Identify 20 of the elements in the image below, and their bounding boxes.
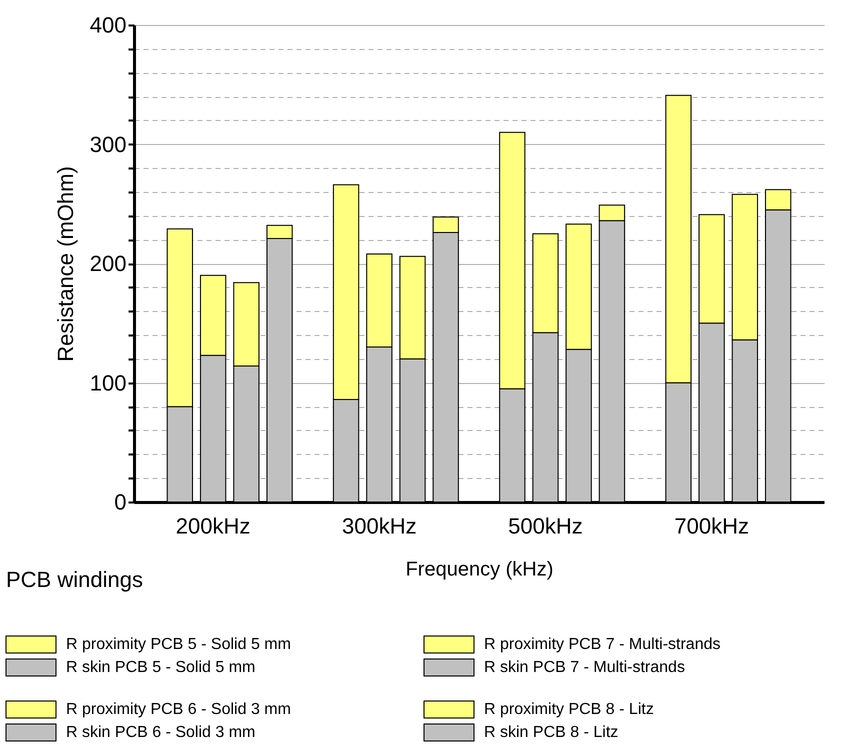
legend-label: R skin PCB 7 - Multi-strands — [484, 659, 685, 676]
y-axis-title: Resistance (mOhm) — [52, 166, 78, 362]
y-tick-label: 400 — [90, 12, 126, 38]
x-tick-label: 200kHz — [176, 514, 250, 538]
x-tick-label: 300kHz — [342, 514, 417, 538]
legend-label: R skin PCB 6 - Solid 3 mm — [66, 724, 256, 741]
legend-label: R skin PCB 5 - Solid 5 mm — [66, 659, 256, 676]
x-tick-label: 500kHz — [508, 514, 583, 538]
x-axis-title: Frequency (kHz) — [406, 558, 554, 580]
legend-title: PCB windings — [6, 567, 143, 592]
y-tick-label: 100 — [90, 370, 126, 396]
legend-label: R proximity PCB 5 - Solid 5 mm — [66, 636, 291, 653]
y-tick-label: 300 — [90, 132, 126, 157]
y-tick-label: 0 — [114, 490, 126, 514]
x-tick-label: 700kHz — [674, 514, 749, 538]
legend-label: R proximity PCB 8 - Litz — [484, 701, 654, 718]
legend-label: R proximity PCB 6 - Solid 3 mm — [66, 701, 291, 718]
legend-label: R skin PCB 8 - Litz — [484, 724, 618, 741]
y-tick-label: 200 — [90, 251, 126, 276]
legend-label: R proximity PCB 7 - Multi-strands — [484, 636, 720, 653]
